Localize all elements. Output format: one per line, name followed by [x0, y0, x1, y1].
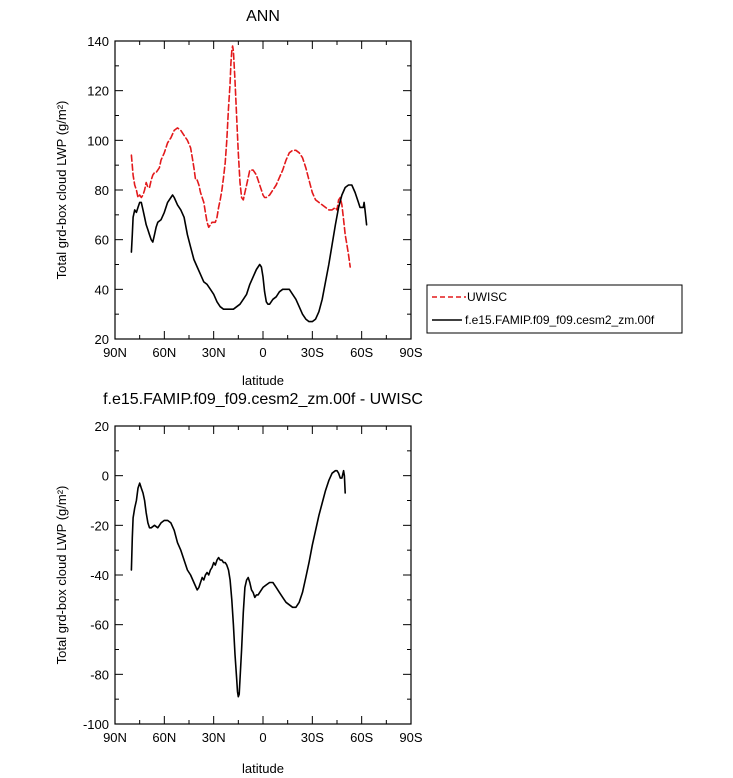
x-tick-label: 60S: [350, 730, 373, 745]
y-axis-title: Total grd-box cloud LWP (g/m²): [54, 101, 69, 280]
x-tick-label: 60S: [350, 345, 373, 360]
x-tick-label: 90N: [103, 730, 127, 745]
y-axis-title: Total grd-box cloud LWP (g/m²): [54, 486, 69, 665]
y-tick-label: -80: [90, 667, 109, 682]
y-tick-label: 40: [95, 282, 109, 297]
y-tick-label: 80: [95, 183, 109, 198]
y-tick-label: 100: [87, 133, 109, 148]
y-tick-label: -40: [90, 568, 109, 583]
x-tick-label: 90S: [399, 730, 422, 745]
x-tick-label: 60N: [152, 345, 176, 360]
chart-panel-ann: ANN 90N 60N 30N 0 30S 60S 90S 20 40 60 80 100 120 14…: [54, 8, 423, 388]
chart-panel-difference: f.e15.FAMIP.f09_f09.cesm2_zm.00f - UWISC…: [54, 391, 423, 776]
x-tick-label: 90S: [399, 345, 422, 360]
series-layer: [130, 45, 368, 323]
x-tick-label: 0: [259, 345, 266, 360]
y-tick-label: -20: [90, 518, 109, 533]
y-tick-label: -100: [83, 717, 109, 732]
series-line-difference: [130, 469, 346, 698]
y-tick-label: 20: [95, 332, 109, 347]
y-tick-label: 60: [95, 233, 109, 248]
x-tick-label: 30S: [301, 345, 324, 360]
plot-frame: [114, 40, 412, 340]
x-axis-ticks: 90N 60N 30N 0 30S 60S 90S: [103, 41, 423, 360]
plot-frame: [114, 425, 412, 725]
x-axis-title: latitude: [242, 761, 284, 776]
legend-label-uwisc: UWISC: [467, 290, 507, 304]
series-line-uwisc: [130, 45, 351, 268]
legend-label-model: f.e15.FAMIP.f09_f09.cesm2_zm.00f: [465, 313, 655, 327]
chart-title: ANN: [246, 8, 280, 25]
y-tick-label: -60: [90, 618, 109, 633]
series-line-f-e15-famip-f09-f09-cesm2-zm-00f: [130, 184, 368, 323]
x-tick-label: 90N: [103, 345, 127, 360]
y-tick-label: 0: [102, 469, 109, 484]
legend-box: [426, 284, 683, 334]
x-axis-title: latitude: [242, 373, 284, 388]
x-tick-label: 0: [259, 730, 266, 745]
y-axis-ticks: 20 40 60 80 100 120 140: [87, 34, 411, 347]
y-tick-label: 140: [87, 34, 109, 49]
x-axis-ticks: 90N 60N 30N 0 30S 60S 90S: [103, 426, 423, 745]
x-tick-label: 30N: [202, 345, 226, 360]
y-axis-ticks: -100 -80 -60 -40 -20 0 20: [83, 419, 411, 732]
y-tick-label: 120: [87, 84, 109, 99]
x-tick-label: 30N: [202, 730, 226, 745]
y-tick-label: 20: [95, 419, 109, 434]
legend: UWISC f.e15.FAMIP.f09_f09.cesm2_zm.00f: [426, 284, 683, 334]
chart-title: f.e15.FAMIP.f09_f09.cesm2_zm.00f - UWISC: [103, 391, 423, 408]
x-tick-label: 60N: [152, 730, 176, 745]
series-layer: [130, 469, 346, 698]
x-tick-label: 30S: [301, 730, 324, 745]
